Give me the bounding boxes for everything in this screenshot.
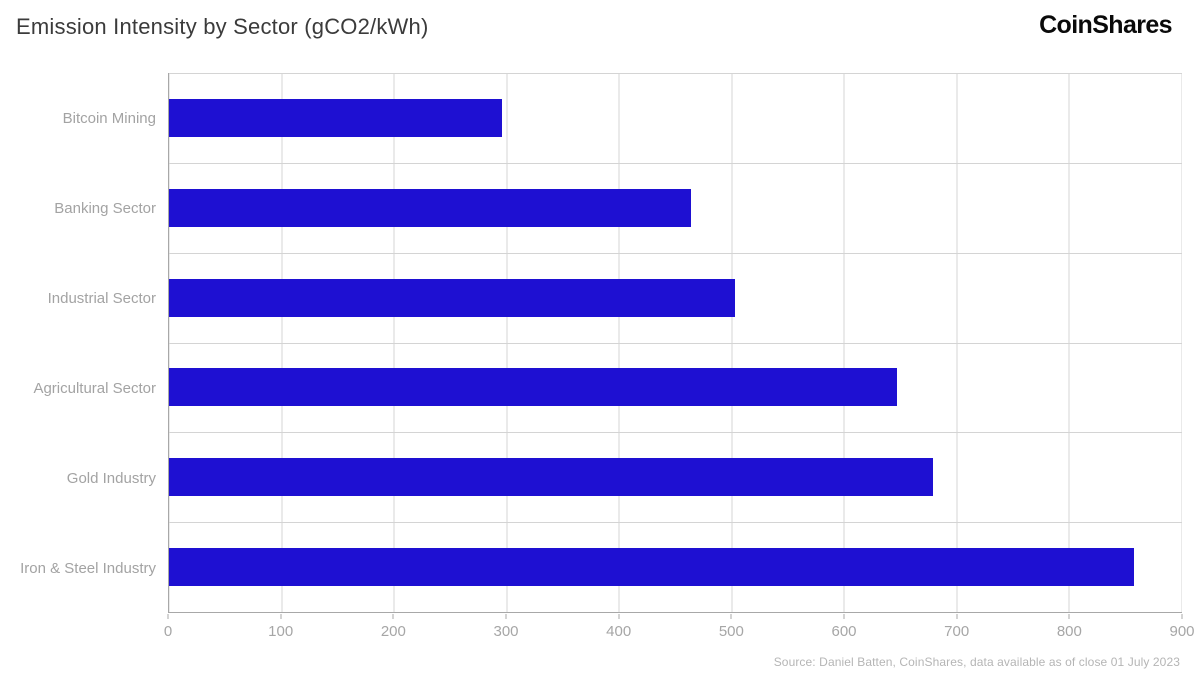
- bar: [169, 278, 736, 317]
- x-tick-label: 700: [944, 623, 970, 640]
- x-axis: 0 100 200 300 400 500 600 700 800 900: [164, 614, 1195, 654]
- category-label: Agricultural Sector: [33, 379, 156, 397]
- x-tick-label: 200: [380, 623, 406, 640]
- x-tick-label: 300: [493, 623, 519, 640]
- plot-area: [168, 73, 1182, 613]
- category-label: Gold Industry: [66, 469, 156, 487]
- bar-row: [169, 522, 1182, 612]
- category-label: Iron & Steel Industry: [20, 559, 156, 577]
- gridline-horizontal: [169, 73, 1182, 74]
- bar: [169, 548, 1134, 587]
- gridline-horizontal: [169, 252, 1182, 254]
- bar: [169, 458, 934, 497]
- bar: [169, 98, 503, 137]
- x-tick-mark: [618, 614, 620, 619]
- chart-title: Emission Intensity by Sector (gCO2/kWh): [16, 14, 429, 39]
- x-tick-label: 100: [268, 623, 294, 640]
- bar-row: [169, 343, 1182, 433]
- coinshares-logo: CoinShares: [1039, 11, 1173, 39]
- x-tick-mark: [730, 614, 732, 619]
- x-tick-mark: [1181, 614, 1183, 619]
- gridline-horizontal: [169, 162, 1182, 164]
- x-tick-mark: [1068, 614, 1070, 619]
- x-tick-label: 500: [718, 623, 744, 640]
- x-tick-label: 600: [831, 623, 857, 640]
- category-label: Bitcoin Mining: [62, 109, 156, 127]
- gridline-horizontal: [169, 522, 1182, 524]
- gridline-horizontal: [169, 432, 1182, 434]
- gridline-horizontal: [169, 342, 1182, 344]
- bar-row: [169, 73, 1182, 163]
- bar-row: [169, 163, 1182, 253]
- x-tick-mark: [167, 614, 169, 619]
- category-label: Industrial Sector: [47, 289, 156, 307]
- x-tick-label: 900: [1169, 623, 1195, 640]
- bar-row: [169, 432, 1182, 522]
- bar: [169, 188, 692, 227]
- bar-row: [169, 253, 1182, 343]
- x-tick-label: 800: [1056, 623, 1082, 640]
- y-axis-labels: Bitcoin Mining Banking Sector Industrial S…: [0, 73, 156, 613]
- x-tick-mark: [843, 614, 845, 619]
- source-note: Source: Daniel Batten, CoinShares, data …: [773, 655, 1180, 669]
- bar: [169, 368, 898, 407]
- x-tick-mark: [956, 614, 958, 619]
- category-label: Banking Sector: [54, 199, 156, 217]
- x-tick-label: 0: [163, 623, 173, 640]
- x-tick-mark: [392, 614, 394, 619]
- x-tick-label: 400: [606, 623, 632, 640]
- x-tick-mark: [280, 614, 282, 619]
- x-tick-mark: [505, 614, 507, 619]
